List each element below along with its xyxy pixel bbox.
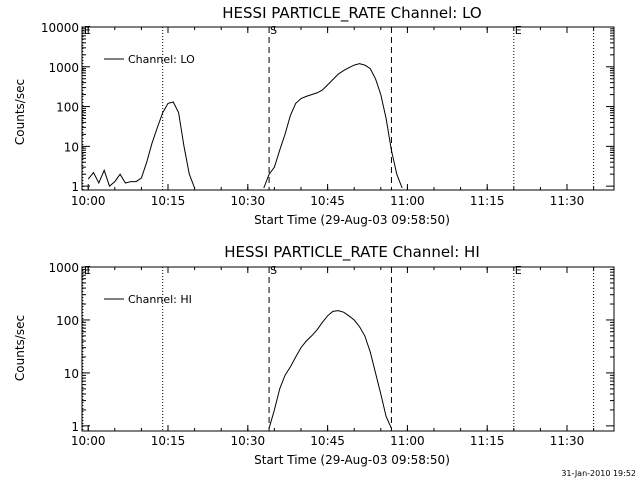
plot-frame [81, 266, 615, 432]
y-axis-label-hi: Counts/sec [13, 315, 27, 381]
marker-label: S [270, 24, 277, 37]
plot-area-hi: E S E 10:00 10:15 10:30 10:45 11:00 11:15 11:30 1 1… [48, 261, 615, 448]
chart-panel-lo: HESSI PARTICLE_RATE Channel: LO Start Ti… [13, 4, 615, 227]
y-tick-label: 1 [71, 420, 79, 434]
x-tick-label: 11:00 [390, 194, 425, 208]
y-tick-label: 1 [71, 180, 79, 194]
x-tick-label: 11:00 [390, 434, 425, 448]
plot-area-lo: E S E 10:00 10:15 10:30 10:45 11:00 11:15 11:30 1 1… [41, 21, 615, 208]
marker-label: E [515, 24, 522, 37]
y-tick-label: 1000 [48, 61, 79, 75]
series-line [87, 101, 196, 189]
y-tick-label: 10 [64, 367, 79, 381]
series-line [268, 310, 392, 429]
x-tick-label: 11:15 [470, 194, 505, 208]
x-tick-label: 10:30 [231, 434, 266, 448]
marker-label: S [270, 264, 277, 277]
x-tick-label: 11:30 [550, 434, 585, 448]
legend-label: Channel: HI [128, 293, 192, 306]
plot-frame [81, 26, 615, 191]
x-tick-label: 11:30 [550, 194, 585, 208]
x-axis-label-hi: Start Time (29-Aug-03 09:58:50) [254, 453, 450, 467]
marker-label: E [84, 264, 91, 277]
x-tick-label: 10:30 [231, 194, 266, 208]
x-tick-label: 10:15 [151, 194, 186, 208]
y-tick-label: 100 [56, 101, 79, 115]
y-tick-label: 1000 [48, 261, 79, 275]
x-tick-label: 10:45 [310, 434, 345, 448]
x-tick-label: 11:15 [470, 434, 505, 448]
marker-label: E [515, 264, 522, 277]
y-tick-label: 100 [56, 314, 79, 328]
x-tick-label: 10:45 [310, 194, 345, 208]
x-tick-label: 10:00 [71, 194, 106, 208]
y-tick-label: 10 [64, 140, 79, 154]
x-tick-label: 10:15 [151, 434, 186, 448]
marker-label: E [84, 24, 91, 37]
legend-label: Channel: LO [128, 53, 195, 66]
chart-panel-hi: HESSI PARTICLE_RATE Channel: HI Start Ti… [13, 243, 615, 467]
y-axis-label-lo: Counts/sec [13, 79, 27, 145]
x-axis-label-lo: Start Time (29-Aug-03 09:58:50) [254, 213, 450, 227]
chart-title-hi: HESSI PARTICLE_RATE Channel: HI [224, 243, 480, 262]
footer-timestamp: 31-Jan-2010 19:52 [561, 469, 636, 478]
y-tick-label: 10000 [41, 21, 79, 35]
series-line [263, 63, 403, 189]
x-tick-label: 10:00 [71, 434, 106, 448]
chart-title-lo: HESSI PARTICLE_RATE Channel: LO [222, 4, 481, 23]
